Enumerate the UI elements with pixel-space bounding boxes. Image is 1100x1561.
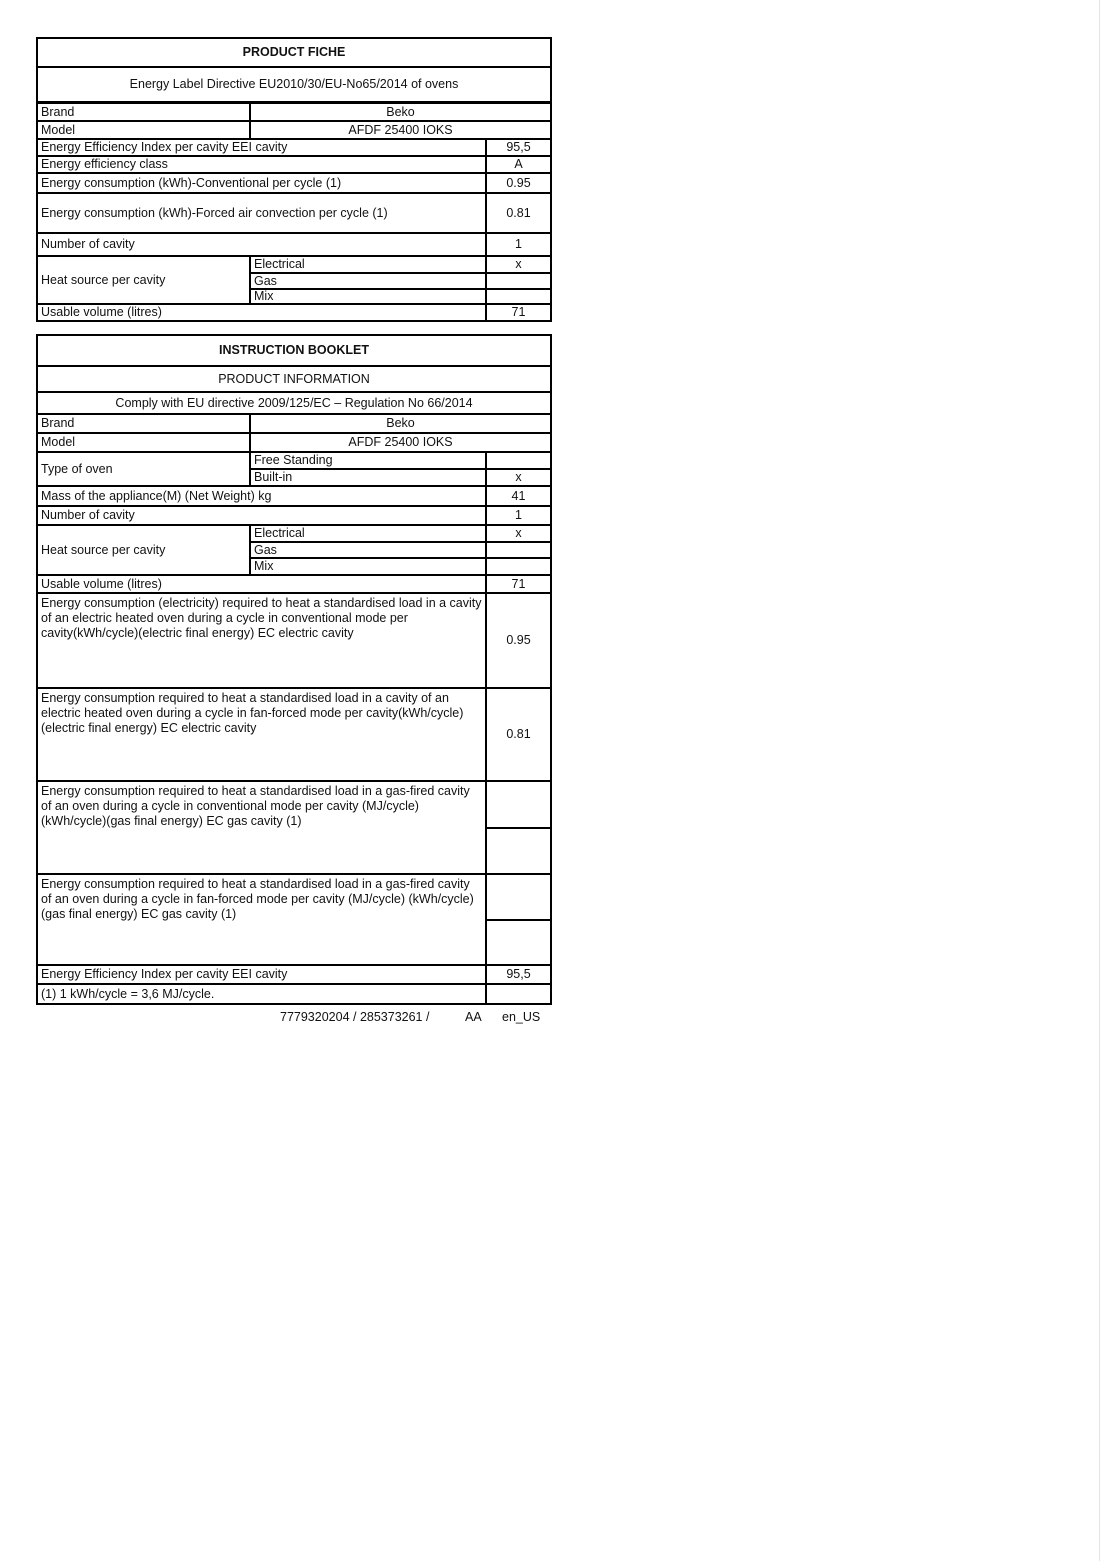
ec-gas-conv-mj-value: [485, 780, 552, 829]
fiche-subtitle: Energy Label Directive EU2010/30/EU-No65…: [36, 66, 552, 103]
booklet-subtitle: PRODUCT INFORMATION: [36, 365, 552, 393]
ec-gas-fan-label: Energy consumption required to heat a st…: [36, 873, 487, 966]
forced-label: Energy consumption (kWh)-Forced air conv…: [36, 192, 487, 234]
electrical-value: x: [485, 255, 552, 274]
ec-electric-conv-label: Energy consumption (electricity) require…: [36, 592, 487, 689]
class-value: A: [485, 155, 552, 174]
type-label: Type of oven: [36, 451, 251, 487]
cavity-label: Number of cavity: [36, 232, 487, 257]
eei-label: Energy Efficiency Index per cavity EEI c…: [36, 138, 487, 157]
volume-value: 71: [485, 574, 552, 594]
gas-label: Gas: [249, 541, 487, 559]
mix-label: Mix: [249, 288, 487, 305]
ec-electric-conv-value: 0.95: [485, 592, 552, 689]
volume-label: Usable volume (litres): [36, 303, 487, 322]
heat-label: Heat source per cavity: [36, 524, 251, 576]
cavity-label: Number of cavity: [36, 505, 487, 526]
ec-gas-fan-kwh-value: [485, 919, 552, 966]
revision: AA: [465, 1010, 482, 1024]
forced-value: 0.81: [485, 192, 552, 234]
ec-gas-conv-kwh-value: [485, 827, 552, 875]
booklet-directive: Comply with EU directive 2009/125/EC – R…: [36, 391, 552, 415]
free-standing-value: [485, 451, 552, 470]
cavity-value: 1: [485, 232, 552, 257]
heat-label: Heat source per cavity: [36, 255, 251, 305]
eei-value: 95,5: [485, 138, 552, 157]
gas-label: Gas: [249, 272, 487, 290]
locale: en_US: [502, 1010, 541, 1024]
mass-label: Mass of the appliance(M) (Net Weight) kg: [36, 485, 487, 507]
eei-label: Energy Efficiency Index per cavity EEI c…: [36, 964, 487, 985]
gas-value: [485, 272, 552, 290]
cavity-value: 1: [485, 505, 552, 526]
ec-gas-conv-label: Energy consumption required to heat a st…: [36, 780, 487, 875]
footnote: (1) 1 kWh/cycle = 3,6 MJ/cycle.: [36, 983, 487, 1005]
electrical-label: Electrical: [249, 255, 487, 274]
booklet-title: INSTRUCTION BOOKLET: [36, 334, 552, 367]
model-value: AFDF 25400 IOKS: [249, 120, 552, 140]
mix-value: [485, 288, 552, 305]
document-code: 7779320204 / 285373261 /: [280, 1010, 430, 1024]
ec-gas-fan-mj-value: [485, 873, 552, 921]
ec-electric-fan-value: 0.81: [485, 687, 552, 782]
mix-value: [485, 557, 552, 576]
mass-value: 41: [485, 485, 552, 507]
free-standing-label: Free Standing: [249, 451, 487, 470]
built-in-label: Built-in: [249, 468, 487, 487]
fiche-title: PRODUCT FICHE: [36, 37, 552, 68]
model-value: AFDF 25400 IOKS: [249, 432, 552, 453]
class-label: Energy efficiency class: [36, 155, 487, 174]
gas-value: [485, 541, 552, 559]
brand-label: Brand: [36, 102, 251, 122]
model-label: Model: [36, 432, 251, 453]
eei-value: 95,5: [485, 964, 552, 985]
electrical-value: x: [485, 524, 552, 543]
ec-electric-fan-label: Energy consumption required to heat a st…: [36, 687, 487, 782]
volume-label: Usable volume (litres): [36, 574, 487, 594]
brand-value: Beko: [249, 413, 552, 434]
brand-label: Brand: [36, 413, 251, 434]
built-in-value: x: [485, 468, 552, 487]
brand-value: Beko: [249, 102, 552, 122]
electrical-label: Electrical: [249, 524, 487, 543]
model-label: Model: [36, 120, 251, 140]
conv-value: 0.95: [485, 172, 552, 194]
conv-label: Energy consumption (kWh)-Conventional pe…: [36, 172, 487, 194]
mix-label: Mix: [249, 557, 487, 576]
volume-value: 71: [485, 303, 552, 322]
footnote-value: [485, 983, 552, 1005]
